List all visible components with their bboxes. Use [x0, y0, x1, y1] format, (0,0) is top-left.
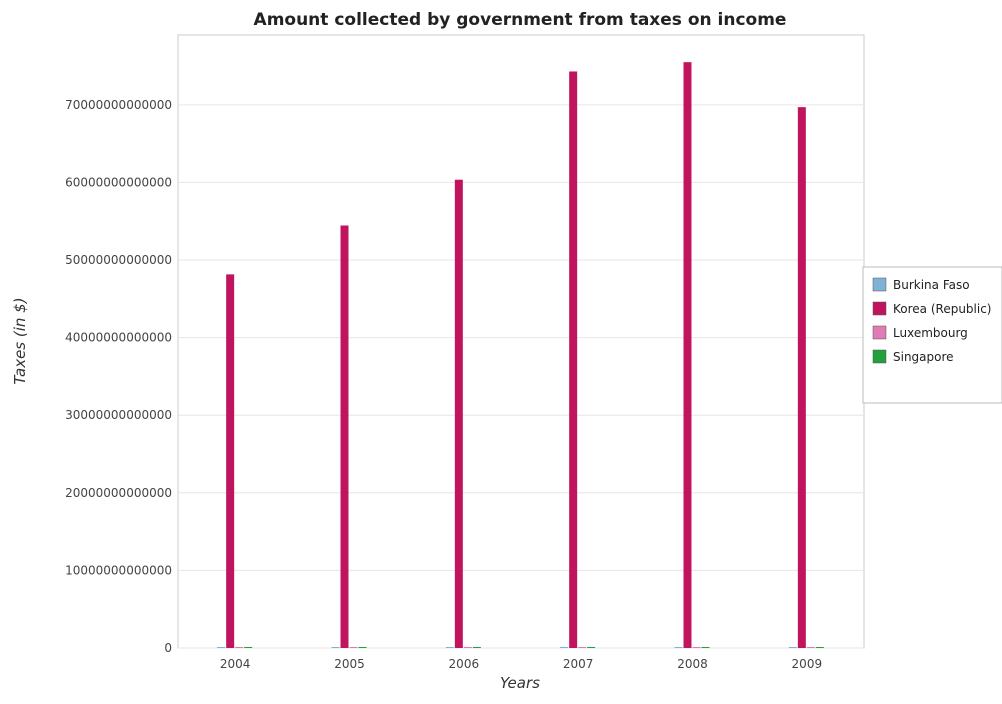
y-tick-label: 10000000000000	[65, 563, 172, 577]
y-tick-label: 70000000000000	[65, 98, 172, 112]
y-tick-label: 50000000000000	[65, 253, 172, 267]
y-tick-label: 0	[164, 641, 172, 655]
bar	[692, 647, 701, 648]
bar	[244, 647, 253, 648]
bar	[472, 647, 481, 648]
bar	[217, 647, 226, 648]
y-tick-label: 20000000000000	[65, 486, 172, 500]
y-axis-label: Taxes (in $)	[11, 297, 29, 384]
legend-label: Burkina Faso	[893, 278, 970, 292]
legend-swatch	[872, 325, 887, 340]
legend-swatch	[872, 349, 887, 364]
plot-area: 0 10000000000000 20000000000000 30000000000…	[65, 34, 865, 671]
bar	[226, 274, 235, 648]
chart-title: Amount collected by government from taxe…	[254, 10, 787, 30]
bar	[806, 647, 815, 648]
x-tick-label: 2005	[334, 657, 365, 671]
x-tick-label: 2006	[449, 657, 480, 671]
bar	[569, 71, 578, 649]
legend: Burkina Faso Korea (Republic) Luxembourg Si…	[862, 266, 1002, 404]
bar	[454, 179, 463, 649]
bar	[683, 62, 692, 649]
x-tick-label: 2004	[220, 657, 251, 671]
grid-layer	[178, 104, 864, 649]
legend-label: Luxembourg	[893, 326, 968, 340]
y-tick-label: 30000000000000	[65, 408, 172, 422]
bar	[463, 647, 472, 648]
x-tick-label: 2007	[563, 657, 594, 671]
legend-items: Burkina Faso Korea (Republic) Luxembourg Si…	[872, 277, 991, 364]
bar	[674, 647, 683, 648]
legend-label: Singapore	[893, 350, 954, 364]
bar	[701, 647, 710, 648]
y-tick-label: 60000000000000	[65, 175, 172, 189]
plot-frame	[177, 34, 865, 649]
x-tick-labels: 2004 2005 2006 2007 2008 2009	[220, 657, 822, 671]
bar	[331, 647, 340, 648]
bar	[358, 647, 367, 648]
bar	[788, 647, 797, 648]
bar	[340, 225, 349, 648]
bar	[235, 647, 244, 648]
bar-layer	[217, 62, 824, 649]
legend-swatch	[872, 301, 887, 316]
bar	[578, 647, 587, 648]
bar	[349, 647, 358, 648]
x-axis-label: Years	[500, 674, 540, 692]
y-tick-labels: 0 10000000000000 20000000000000 30000000000…	[65, 98, 172, 655]
bar	[587, 647, 596, 648]
x-tick-label: 2008	[677, 657, 708, 671]
bar	[815, 647, 824, 648]
y-tick-label: 40000000000000	[65, 331, 172, 345]
bar	[560, 647, 569, 648]
legend-label: Korea (Republic)	[893, 302, 991, 316]
bar	[797, 107, 806, 649]
x-tick-label: 2009	[792, 657, 823, 671]
legend-swatch	[872, 277, 887, 292]
bar	[445, 647, 454, 648]
